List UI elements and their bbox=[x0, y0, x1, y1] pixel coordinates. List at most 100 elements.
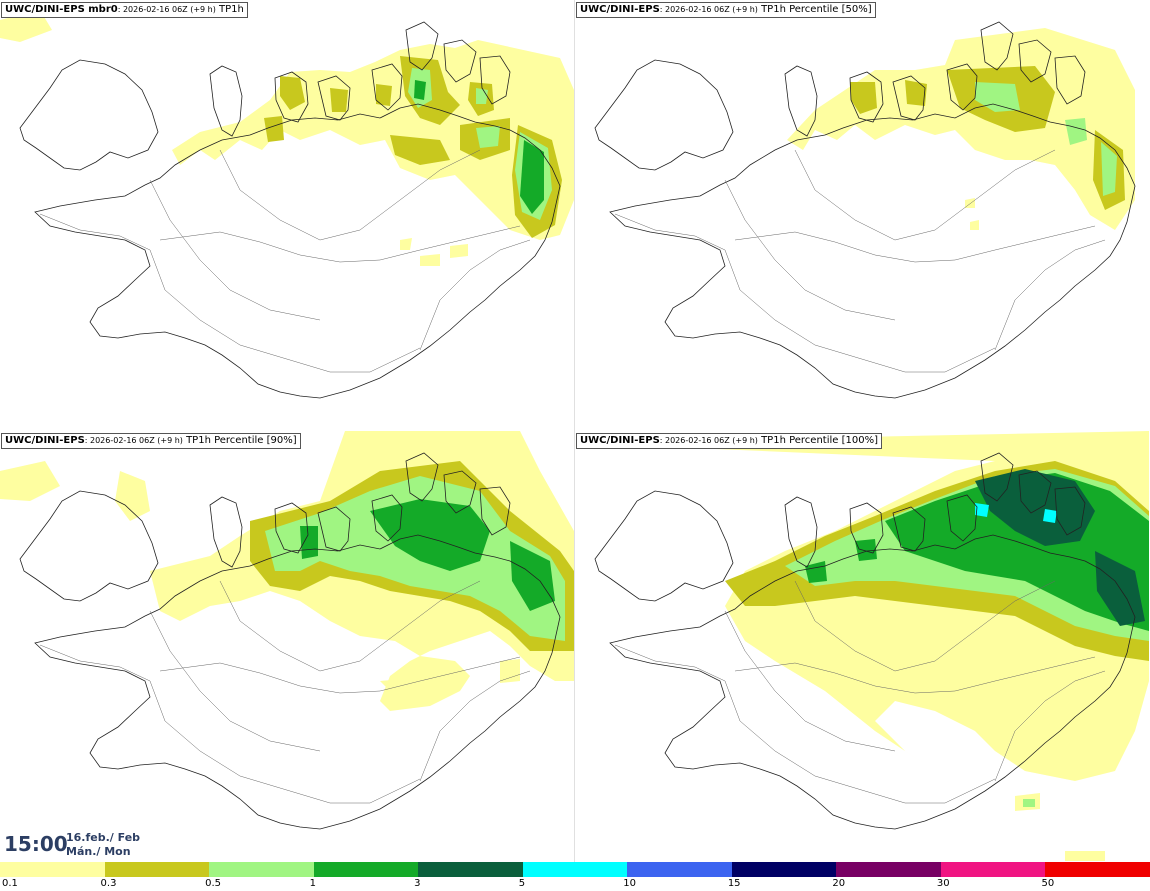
coastline bbox=[371, 63, 403, 111]
road-line bbox=[219, 580, 481, 672]
precip-area bbox=[265, 476, 565, 641]
precip-area bbox=[855, 539, 877, 561]
legend-tick-label: 30 bbox=[936, 878, 950, 889]
legend-swatch bbox=[209, 862, 315, 877]
coastline bbox=[1054, 486, 1086, 536]
legend-tick-label: 50 bbox=[1041, 878, 1055, 889]
legend-tick-label: 15 bbox=[727, 878, 741, 889]
precip-area bbox=[476, 88, 488, 104]
precip-area bbox=[500, 659, 520, 683]
precip-area bbox=[410, 601, 420, 611]
road-line bbox=[614, 213, 996, 373]
legend-swatch bbox=[627, 862, 733, 877]
map-panel-p50: UWC/DINI-EPS: 2026-02-16 06Z (+9 h) TP1h… bbox=[575, 0, 1150, 430]
coastline bbox=[34, 103, 561, 399]
precip-area bbox=[264, 116, 284, 142]
coastline bbox=[209, 496, 243, 568]
valid-date: 16.feb./ Feb bbox=[66, 831, 141, 844]
road-line bbox=[724, 610, 896, 752]
coastline bbox=[849, 71, 884, 123]
coastline bbox=[479, 55, 511, 105]
precip-map-p100 bbox=[575, 431, 1149, 861]
precip-area bbox=[450, 244, 468, 258]
coastline bbox=[946, 63, 978, 111]
panel-title: UWC/DINI-EPS mbr0: 2026-02-16 06Z (+9 h)… bbox=[1, 2, 248, 18]
legend-swatch bbox=[0, 862, 106, 877]
legend-tick-label: 3 bbox=[414, 878, 421, 889]
coastline bbox=[443, 39, 477, 83]
precip-area bbox=[0, 461, 60, 501]
legend-swatch bbox=[940, 862, 1046, 877]
precip-area bbox=[380, 676, 450, 701]
precip-area bbox=[970, 220, 979, 230]
road-line bbox=[159, 225, 521, 263]
coastline bbox=[317, 75, 351, 121]
coastline bbox=[609, 534, 1136, 830]
road-line bbox=[419, 239, 531, 351]
precip-area bbox=[1065, 118, 1087, 145]
precip-area bbox=[1043, 509, 1057, 523]
precip-area bbox=[400, 238, 412, 250]
road-line bbox=[149, 610, 321, 752]
precip-area bbox=[414, 80, 426, 100]
coastline bbox=[980, 452, 1014, 502]
precip-area bbox=[1030, 88, 1050, 106]
road-line bbox=[794, 580, 1056, 672]
legend-tick-label: 1 bbox=[309, 878, 316, 889]
precip-map-p90 bbox=[0, 431, 574, 830]
valid-time: 15:00 bbox=[4, 832, 68, 856]
map-panel-p100: UWC/DINI-EPS: 2026-02-16 06Z (+9 h) TP1h… bbox=[575, 431, 1150, 861]
precip-area bbox=[476, 126, 500, 148]
legend-swatch bbox=[418, 862, 524, 877]
precip-area bbox=[370, 499, 490, 571]
coastline bbox=[980, 21, 1014, 71]
coastline bbox=[784, 496, 818, 568]
coastline bbox=[1018, 39, 1052, 83]
panel-title: UWC/DINI-EPS: 2026-02-16 06Z (+9 h) TP1h… bbox=[576, 433, 882, 449]
road-line bbox=[159, 656, 521, 694]
road-line bbox=[149, 179, 321, 321]
coastline bbox=[1018, 470, 1052, 514]
valid-weekday: Mán./ Mon bbox=[66, 845, 131, 858]
precip-area bbox=[280, 76, 305, 110]
precip-area bbox=[376, 84, 392, 106]
precip-area bbox=[1023, 799, 1035, 807]
precip-area bbox=[1101, 142, 1117, 196]
panel-title: UWC/DINI-EPS: 2026-02-16 06Z (+9 h) TP1h… bbox=[1, 433, 301, 449]
road-line bbox=[994, 670, 1106, 782]
precip-area bbox=[0, 10, 52, 42]
coastline bbox=[405, 21, 439, 71]
precip-area bbox=[420, 254, 440, 266]
road-line bbox=[724, 179, 896, 321]
legend-swatch bbox=[104, 862, 210, 877]
coastline bbox=[34, 534, 561, 830]
legend-swatch bbox=[522, 862, 628, 877]
road-line bbox=[614, 644, 996, 804]
legend-tick-label: 10 bbox=[623, 878, 636, 889]
coastline bbox=[946, 494, 978, 542]
coastline bbox=[209, 65, 243, 137]
coastline bbox=[892, 75, 926, 121]
road-line bbox=[419, 670, 531, 782]
coastline bbox=[19, 490, 159, 602]
legend-tick-label: 0.5 bbox=[205, 878, 221, 889]
coastline bbox=[1054, 55, 1086, 105]
coastline bbox=[594, 490, 734, 602]
coastline bbox=[479, 486, 511, 536]
coastline bbox=[317, 506, 351, 552]
road-line bbox=[39, 213, 421, 373]
precip-area bbox=[905, 80, 927, 106]
coastline bbox=[609, 103, 1136, 399]
legend-tick-label: 5 bbox=[518, 878, 526, 889]
coastline bbox=[594, 59, 734, 171]
road-line bbox=[734, 225, 1096, 263]
coastline bbox=[892, 506, 926, 552]
precip-area bbox=[520, 140, 544, 214]
precip-area bbox=[115, 471, 150, 521]
coastline bbox=[19, 59, 159, 171]
panel-title: UWC/DINI-EPS: 2026-02-16 06Z (+9 h) TP1h… bbox=[576, 2, 876, 18]
legend-swatch bbox=[836, 862, 942, 877]
precip-area bbox=[330, 88, 348, 112]
road-line bbox=[734, 656, 1096, 694]
precip-area bbox=[1065, 851, 1105, 861]
